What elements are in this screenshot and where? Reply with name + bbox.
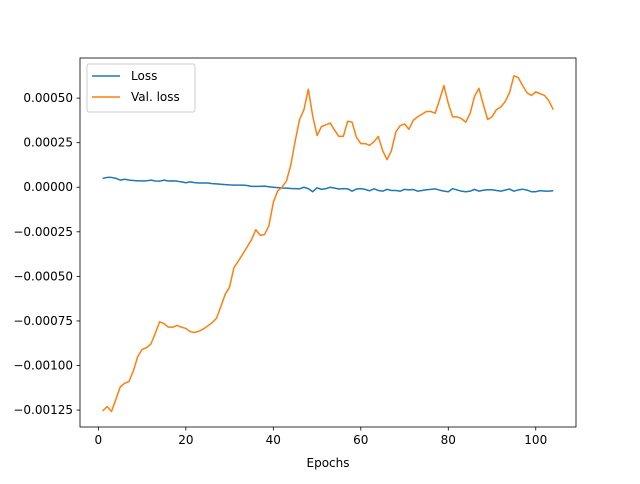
y-tick-label: 0.00050 [23,91,73,105]
x-tick-label: 60 [353,433,368,447]
y-tick-label: −0.00025 [13,225,73,239]
series-line-loss [102,176,554,193]
x-tick-label: 0 [95,433,103,447]
y-tick-label: −0.00075 [13,314,73,328]
x-axis-label: Epochs [307,456,350,470]
x-tick-label: 20 [178,433,193,447]
series-line-val-loss [102,75,554,413]
plot-frame [79,57,577,428]
y-tick-label: −0.00050 [13,269,73,283]
legend: Loss Val. loss [86,63,196,113]
y-tick-label: −0.00100 [13,359,73,373]
x-tick-label: 40 [266,433,281,447]
x-tick-label: 80 [441,433,456,447]
legend-label-loss: Loss [131,69,157,83]
x-axis: 0 20 40 60 80 100 [95,427,547,447]
y-tick-label: 0.00000 [23,180,73,194]
y-axis: −0.00125 −0.00100 −0.00075 −0.00050 −0.00025… [13,91,80,417]
x-tick-label: 100 [524,433,547,447]
plot-lines [102,75,554,413]
y-tick-label: −0.00125 [13,403,73,417]
legend-label-val-loss: Val. loss [131,90,180,104]
y-tick-label: 0.00025 [23,136,73,150]
